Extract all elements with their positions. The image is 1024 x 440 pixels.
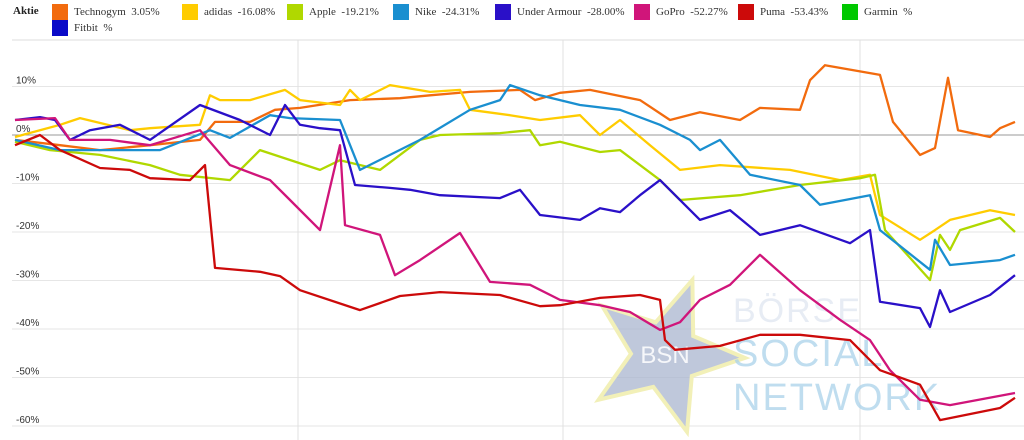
- legend-item-nike[interactable]: Nike -24.31%: [393, 4, 479, 20]
- legend-swatch: [634, 4, 650, 20]
- series-line-technogym: [14, 64, 1016, 157]
- y-tick-label: -50%: [16, 366, 39, 377]
- legend-item-gopro[interactable]: GoPro -52.27%: [634, 4, 728, 20]
- legend-item-garmin[interactable]: Garmin %: [842, 4, 912, 20]
- legend-item-puma[interactable]: Puma -53.43%: [738, 4, 828, 20]
- y-tick-label: -60%: [16, 415, 39, 426]
- y-tick-label: -40%: [16, 318, 39, 329]
- series-line-puma: [14, 133, 1016, 422]
- legend-label: Nike -24.31%: [415, 6, 480, 18]
- legend-label: adidas -16.08%: [204, 6, 276, 18]
- y-tick-label: -10%: [16, 173, 39, 184]
- y-tick-label: -20%: [16, 221, 39, 232]
- legend-item-adidas[interactable]: adidas -16.08%: [182, 4, 275, 20]
- legend-swatch: [393, 4, 409, 20]
- series-line-nike: [14, 83, 1016, 271]
- legend-item-technogym[interactable]: Technogym 3.05%: [52, 4, 160, 20]
- legend-swatch: [287, 4, 303, 20]
- legend-label: Garmin %: [864, 6, 913, 18]
- legend-swatch: [52, 20, 68, 36]
- series-line-gopro: [14, 116, 1016, 407]
- legend-label: Puma -53.43%: [760, 6, 829, 18]
- legend-swatch: [738, 4, 754, 20]
- legend-label: Fitbit %: [74, 22, 113, 34]
- legend-label: GoPro -52.27%: [656, 6, 728, 18]
- legend: Aktie Technogym 3.05% adidas -16.08% Apple…: [0, 0, 1024, 40]
- legend-item-under-armour[interactable]: Under Armour -28.00%: [495, 4, 625, 20]
- y-tick-label: 10%: [16, 76, 36, 87]
- legend-swatch: [495, 4, 511, 20]
- series-line-adidas: [14, 83, 1016, 241]
- legend-title: Aktie: [13, 5, 39, 17]
- watermark-text: NETWORK: [733, 377, 941, 419]
- y-tick-label: 0%: [16, 124, 31, 135]
- y-tick-label: -30%: [16, 269, 39, 280]
- watermark-text: BÖRSE: [733, 292, 862, 330]
- series-line-under-armour: [14, 103, 1016, 329]
- watermark-badge: BSN: [640, 342, 689, 369]
- series-line-apple: [14, 129, 1016, 282]
- legend-label: Technogym 3.05%: [74, 6, 160, 18]
- watermark-text: SOCIAL: [733, 333, 884, 375]
- watermark-star-logo: [593, 274, 751, 438]
- legend-label: Apple -19.21%: [309, 6, 379, 18]
- legend-swatch: [842, 4, 858, 20]
- legend-swatch: [52, 4, 68, 20]
- legend-item-fitbit[interactable]: Fitbit %: [52, 20, 113, 36]
- legend-item-apple[interactable]: Apple -19.21%: [287, 4, 379, 20]
- legend-label: Under Armour -28.00%: [517, 6, 625, 18]
- legend-swatch: [182, 4, 198, 20]
